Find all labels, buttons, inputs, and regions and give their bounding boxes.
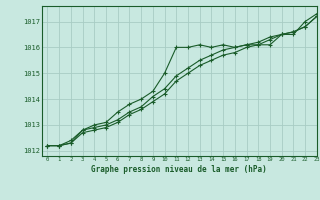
X-axis label: Graphe pression niveau de la mer (hPa): Graphe pression niveau de la mer (hPa) xyxy=(91,165,267,174)
